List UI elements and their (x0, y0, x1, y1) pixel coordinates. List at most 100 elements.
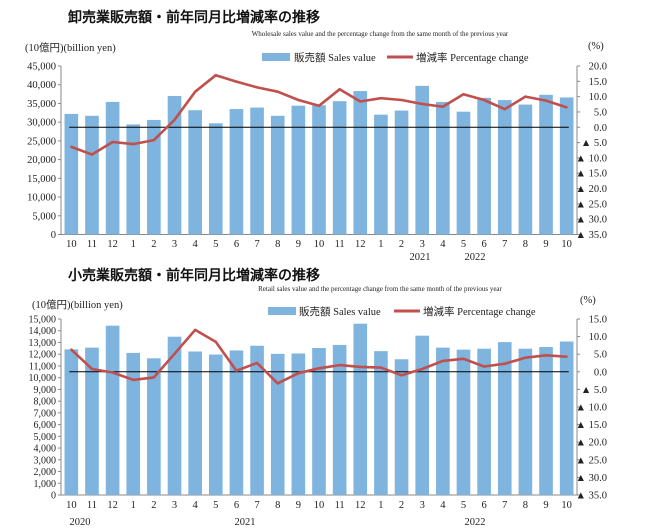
point-percentage-change (173, 118, 176, 122)
point-percentage-change (462, 357, 465, 360)
bar-sales-value (539, 94, 553, 235)
bar-sales-value (559, 97, 574, 235)
point-percentage-change (70, 348, 73, 351)
x-tick-label: 6 (481, 239, 486, 250)
bar-sales-value (167, 336, 182, 495)
bar-sales-value (497, 100, 512, 235)
right-tick-label: ▲ 25.0 (576, 199, 607, 210)
point-percentage-change (421, 367, 424, 371)
bar-sales-value (147, 358, 161, 495)
bar-sales-value (456, 111, 471, 235)
right-tick-label: ▲ 25.0 (576, 455, 607, 466)
plot-area: 01,0002,0003,0004,0005,0006,0007,0008,00… (29, 315, 608, 529)
x-year-label: 2021 (235, 517, 256, 528)
x-tick-label: 6 (234, 500, 239, 511)
point-percentage-change (90, 367, 94, 371)
x-tick-label: 8 (523, 500, 528, 511)
x-tick-label: 9 (296, 500, 301, 511)
right-tick-label: ▲ 20.0 (576, 438, 607, 449)
x-tick-label: 11 (87, 500, 97, 511)
bar-sales-value (270, 115, 285, 235)
bar-sales-value (353, 323, 368, 495)
x-tick-label: 3 (420, 239, 425, 250)
right-tick-label: ▲ 10.0 (576, 403, 607, 414)
right-tick-label: ▲ 5.0 (581, 138, 607, 149)
point-percentage-change (544, 99, 548, 102)
bar-sales-value (64, 113, 79, 235)
x-tick-label: 10 (561, 239, 572, 250)
right-tick-label: 0.0 (594, 367, 607, 378)
x-tick-label: 6 (234, 239, 239, 250)
point-percentage-change (462, 92, 465, 96)
right-tick-label: 20.0 (589, 62, 607, 73)
x-tick-label: 7 (502, 500, 507, 511)
chart-subtitle: Wholesale sales value and the percentage… (252, 30, 509, 38)
chart-title: 小売業販売額・前年同月比増減率の推移 (68, 267, 320, 284)
x-tick-label: 7 (502, 239, 507, 250)
x-tick-label: 8 (275, 500, 280, 511)
right-axis-unit: (%) (588, 41, 604, 52)
bar-sales-value (518, 348, 533, 495)
left-tick-label: 0 (51, 230, 56, 241)
left-tick-label: 45,000 (27, 62, 56, 73)
x-tick-label: 4 (440, 500, 446, 511)
left-tick-label: 40,000 (27, 80, 56, 91)
point-percentage-change (297, 372, 300, 375)
bar-sales-value (559, 341, 574, 495)
left-axis-unit: (10億円)(billion yen) (25, 41, 116, 54)
left-tick-label: 0 (51, 491, 56, 502)
bar-sales-value (332, 344, 347, 495)
x-tick-label: 10 (314, 239, 325, 250)
point-percentage-change (90, 153, 94, 156)
x-tick-label: 9 (543, 239, 548, 250)
x-tick-label: 12 (107, 239, 118, 250)
left-tick-label: 25,000 (27, 136, 56, 147)
point-percentage-change (255, 86, 259, 89)
bar-sales-value (105, 101, 120, 235)
left-tick-label: 13,000 (29, 338, 57, 349)
x-year-label: 2021 (410, 252, 431, 263)
right-tick-label: ▲ 15.0 (576, 420, 607, 431)
right-tick-label: ▲ 15.0 (576, 169, 607, 180)
right-tick-label: ▲ 5.0 (581, 385, 607, 396)
left-tick-label: 10,000 (29, 373, 57, 384)
x-tick-label: 10 (66, 500, 77, 511)
x-tick-label: 3 (420, 500, 425, 511)
bar-sales-value (415, 85, 430, 235)
left-tick-label: 35,000 (27, 99, 56, 110)
point-percentage-change (193, 90, 197, 93)
point-percentage-change (379, 366, 383, 369)
point-percentage-change (359, 365, 362, 369)
bar-sales-value (456, 349, 471, 495)
left-tick-label: 5,000 (32, 211, 56, 222)
x-tick-label: 3 (172, 500, 177, 511)
point-percentage-change (132, 378, 135, 382)
plot-area: 0 5,000 10,000 15,000 20,000 25,000 30,000 35,0… (27, 62, 607, 264)
bar-sales-value (353, 91, 368, 235)
legend-bar-swatch (262, 53, 290, 61)
bar-sales-value (291, 353, 306, 495)
bar-sales-value (64, 349, 79, 495)
point-percentage-change (503, 362, 506, 365)
x-tick-label: 4 (193, 500, 199, 511)
point-percentage-change (297, 98, 300, 102)
point-percentage-change (565, 106, 568, 109)
bar-sales-value (332, 101, 347, 235)
bar-sales-value (291, 105, 306, 235)
left-tick-label: 6,000 (34, 420, 57, 431)
left-tick-label: 30,000 (27, 118, 56, 129)
bar-sales-value (415, 335, 430, 495)
left-tick-label: 2,000 (34, 467, 57, 478)
x-tick-label: 2 (399, 500, 404, 511)
point-percentage-change (235, 369, 238, 372)
point-percentage-change (400, 374, 403, 377)
bar-sales-value (518, 104, 533, 235)
bar-sales-value (126, 352, 141, 495)
x-tick-label: 10 (314, 500, 325, 511)
point-percentage-change (214, 340, 217, 344)
left-tick-label: 20,000 (27, 155, 56, 166)
right-tick-label: 10.0 (589, 92, 607, 103)
x-year-label: 2022 (465, 517, 486, 528)
bar-sales-value (229, 350, 244, 495)
point-percentage-change (359, 100, 362, 103)
